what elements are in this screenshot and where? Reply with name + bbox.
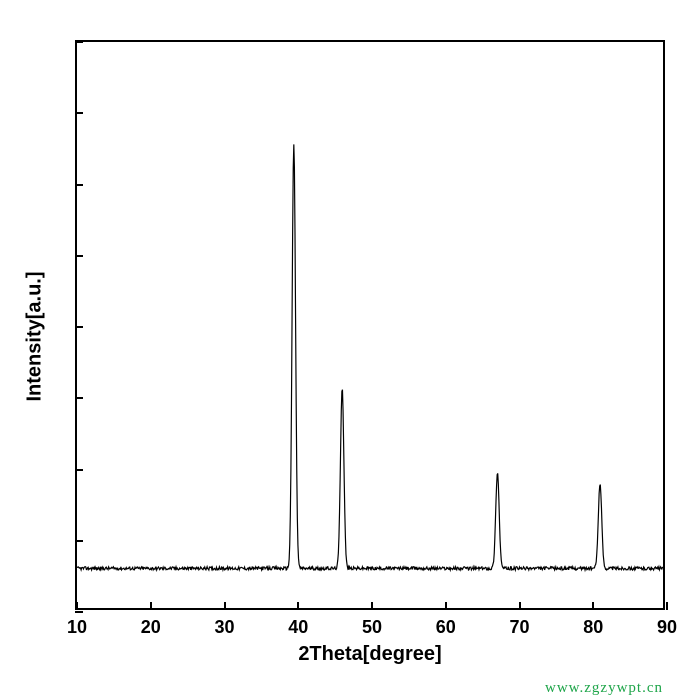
y-tick — [75, 397, 83, 399]
data-line — [77, 42, 663, 608]
x-tick — [224, 602, 226, 610]
x-tick-label: 20 — [141, 617, 161, 638]
x-tick-label: 80 — [583, 617, 603, 638]
y-tick — [75, 611, 83, 613]
watermark-text: www.zgzywpt.cn — [545, 680, 663, 697]
y-tick — [75, 326, 83, 328]
x-tick-label: 50 — [362, 617, 382, 638]
x-tick-label: 30 — [214, 617, 234, 638]
plot-area: 102030405060708090 — [75, 40, 665, 610]
y-tick — [75, 184, 83, 186]
x-tick — [592, 602, 594, 610]
x-tick-label: 70 — [509, 617, 529, 638]
x-tick-label: 10 — [67, 617, 87, 638]
y-tick — [75, 540, 83, 542]
y-tick — [75, 112, 83, 114]
x-tick — [76, 602, 78, 610]
x-tick — [445, 602, 447, 610]
y-tick — [75, 255, 83, 257]
x-tick-label: 90 — [657, 617, 677, 638]
x-tick — [519, 602, 521, 610]
y-axis-label: Intensity[a.u.] — [24, 271, 47, 401]
x-tick — [150, 602, 152, 610]
y-tick — [75, 469, 83, 471]
x-tick-label: 40 — [288, 617, 308, 638]
xrd-chart: 102030405060708090 Intensity[a.u.] 2Thet… — [75, 40, 665, 610]
x-tick — [666, 602, 668, 610]
x-axis-label: 2Theta[degree] — [298, 643, 441, 666]
x-tick — [371, 602, 373, 610]
y-tick — [75, 41, 83, 43]
x-tick — [297, 602, 299, 610]
x-tick-label: 60 — [436, 617, 456, 638]
